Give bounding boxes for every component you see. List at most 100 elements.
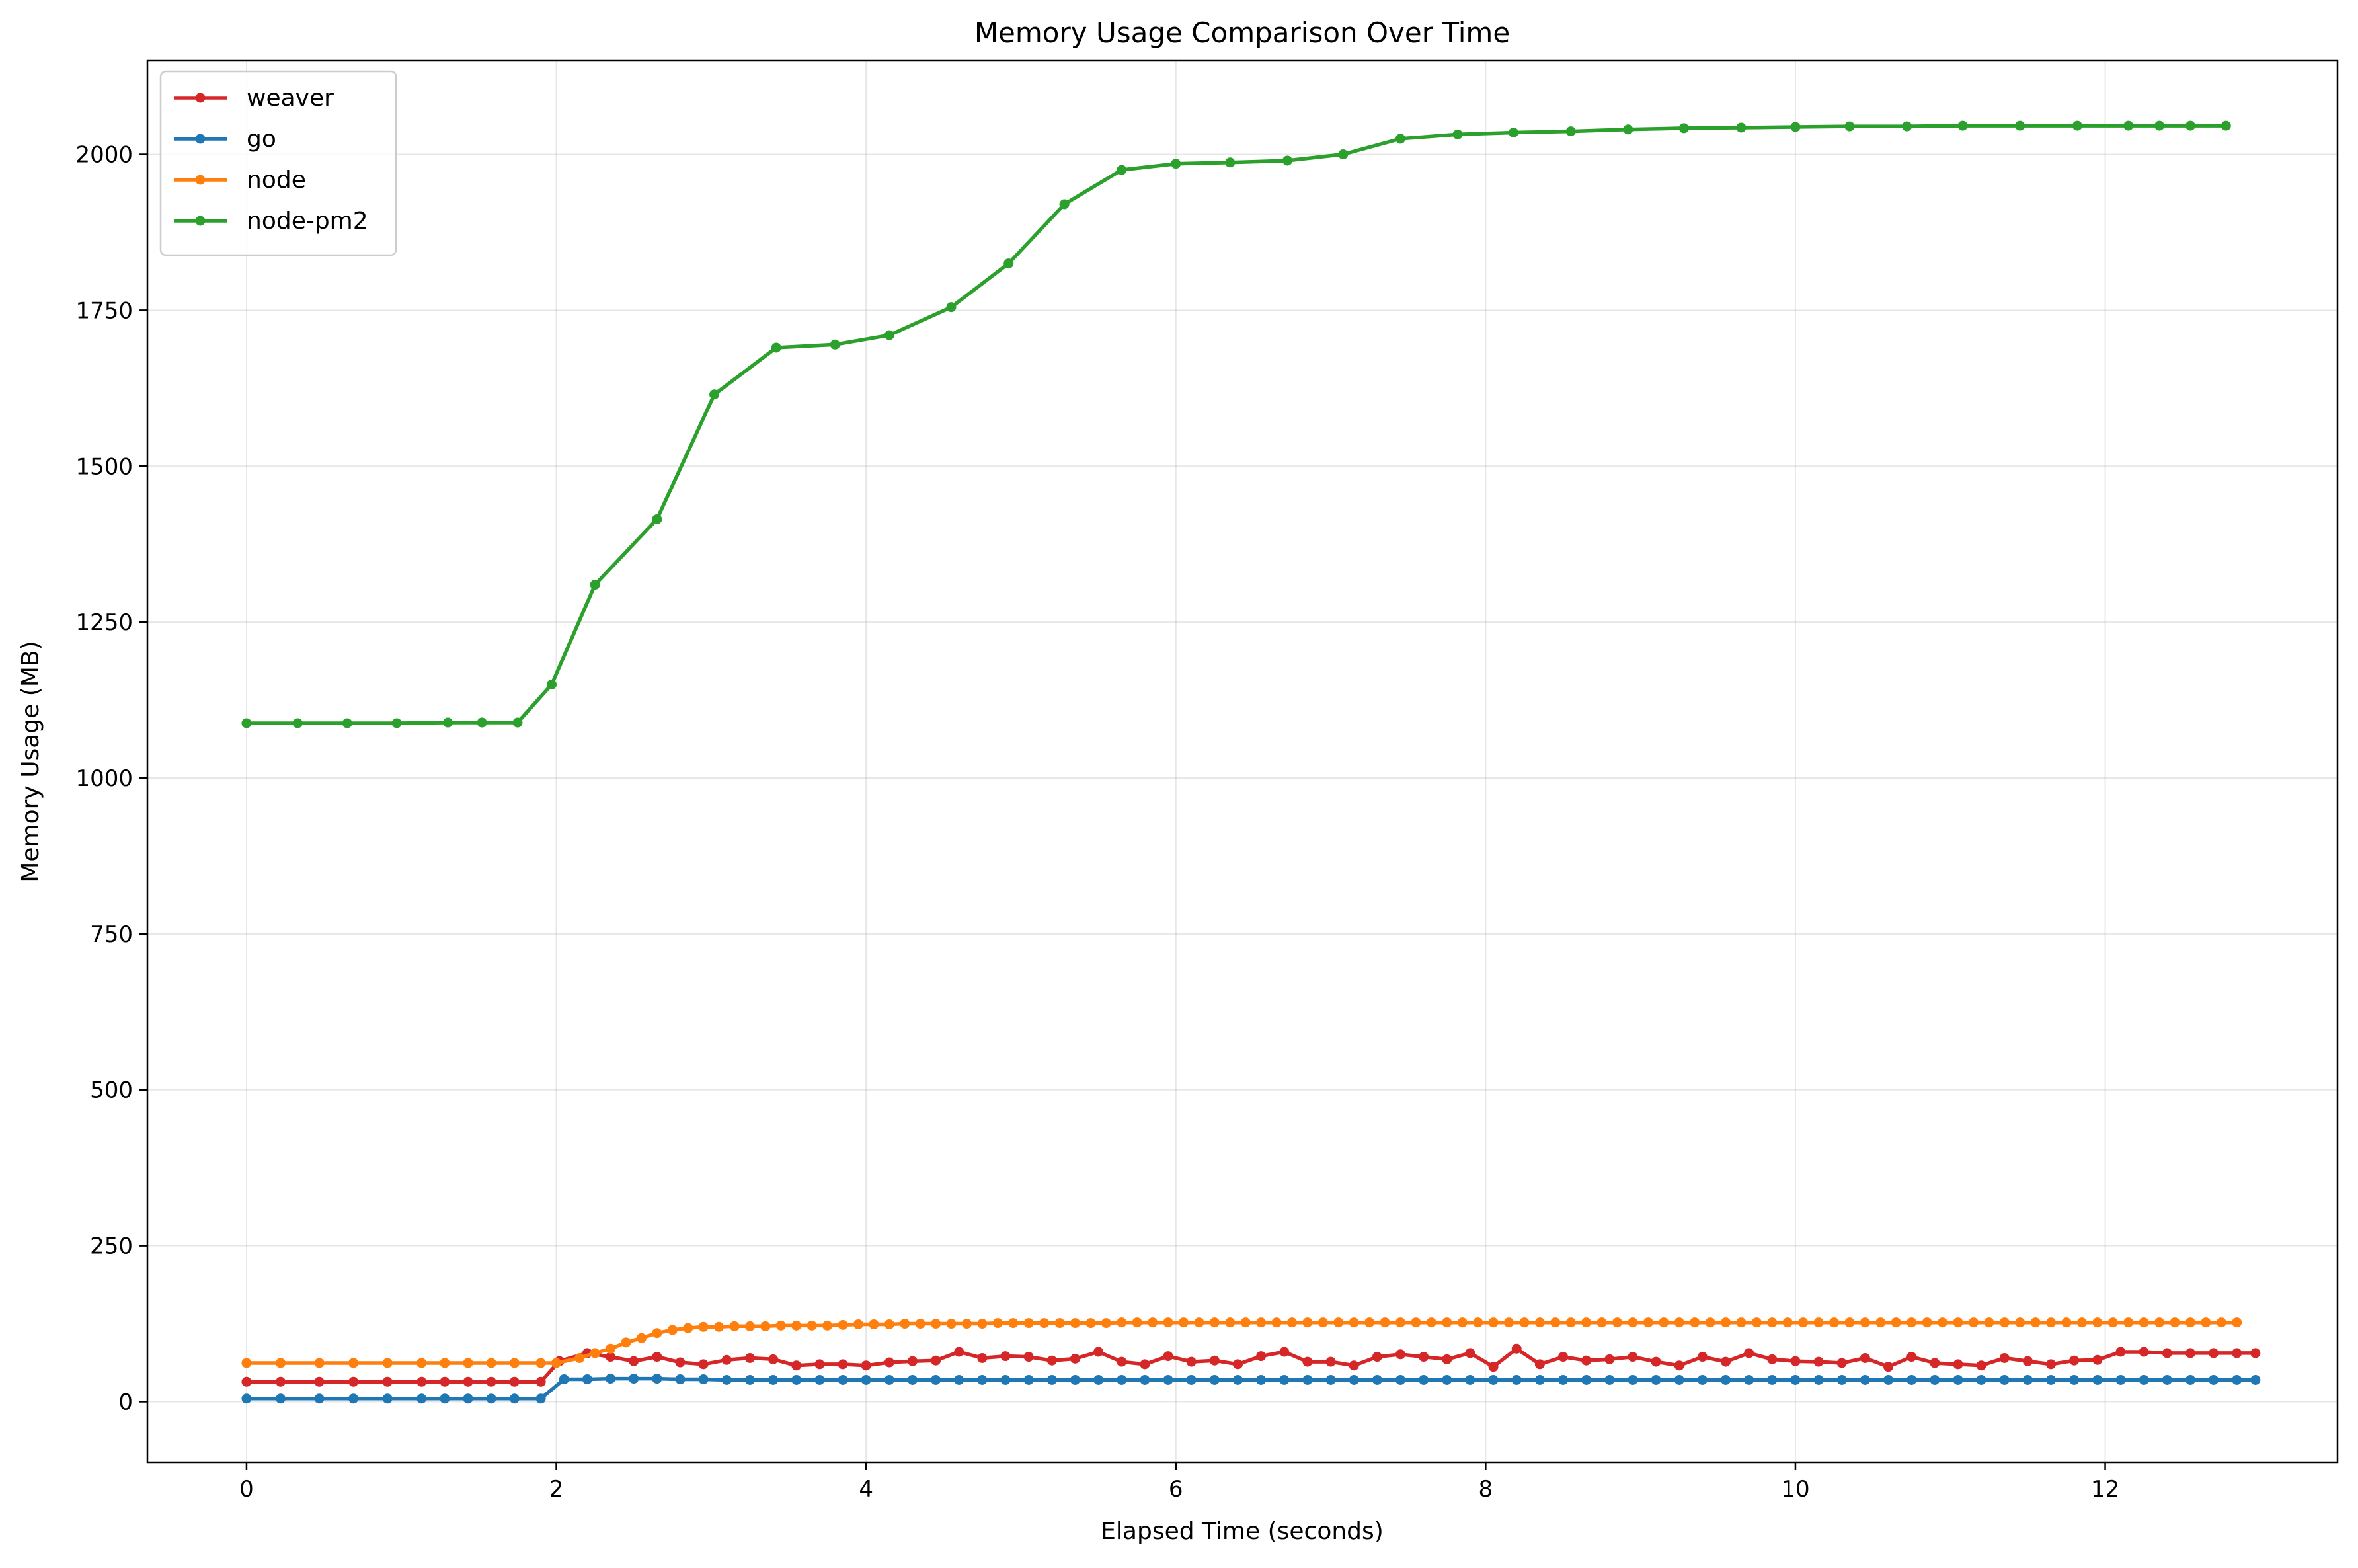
- data-point-node: [1163, 1317, 1173, 1328]
- data-point-weaver: [1674, 1360, 1684, 1371]
- data-point-weaver: [931, 1355, 941, 1366]
- data-point-node: [1302, 1317, 1313, 1328]
- data-point-go: [954, 1374, 964, 1385]
- data-point-node: [1519, 1317, 1530, 1328]
- data-point-weaver: [1232, 1359, 1243, 1370]
- data-point-weaver: [314, 1376, 325, 1387]
- data-point-node-pm2: [1736, 122, 1747, 133]
- plot-area-background: [147, 61, 2338, 1462]
- data-point-weaver: [1140, 1359, 1150, 1370]
- data-point-weaver: [652, 1352, 662, 1362]
- data-point-node: [1395, 1317, 1405, 1328]
- data-point-go: [1953, 1374, 1963, 1385]
- data-point-node: [1070, 1318, 1080, 1329]
- data-point-go: [1651, 1374, 1661, 1385]
- data-point-node: [1132, 1317, 1142, 1328]
- data-point-go: [1767, 1374, 1778, 1385]
- data-point-node-pm2: [2015, 120, 2025, 131]
- data-point-go: [1372, 1374, 1382, 1385]
- data-point-weaver: [1697, 1352, 1708, 1362]
- data-point-node: [440, 1358, 450, 1368]
- data-point-node: [2046, 1317, 2057, 1328]
- data-point-node: [775, 1320, 786, 1331]
- data-point-weaver: [675, 1357, 686, 1368]
- data-point-node: [667, 1325, 678, 1335]
- data-point-go: [2209, 1374, 2219, 1385]
- data-point-go: [1023, 1374, 1034, 1385]
- x-tick-label: 8: [1479, 1476, 1493, 1503]
- y-tick-label: 1250: [75, 609, 133, 636]
- data-point-weaver: [2232, 1348, 2242, 1358]
- data-point-go: [2022, 1374, 2033, 1385]
- data-point-weaver: [382, 1376, 393, 1387]
- chart-title: Memory Usage Comparison Over Time: [974, 17, 1510, 49]
- data-point-go: [1442, 1374, 1452, 1385]
- data-point-node-pm2: [1282, 155, 1292, 166]
- data-point-weaver: [1023, 1352, 1034, 1362]
- data-point-go: [861, 1374, 871, 1385]
- data-point-weaver: [1465, 1348, 1475, 1358]
- data-point-node: [1503, 1317, 1514, 1328]
- data-point-node: [1286, 1317, 1297, 1328]
- data-point-node-pm2: [771, 342, 781, 353]
- data-point-node-pm2: [830, 339, 840, 350]
- data-point-weaver: [1302, 1356, 1313, 1367]
- y-tick-label: 1000: [75, 765, 133, 792]
- data-point-go: [1046, 1374, 1057, 1385]
- data-point-weaver: [1581, 1355, 1592, 1366]
- data-point-weaver: [1419, 1352, 1429, 1362]
- legend-label: weaver: [247, 85, 334, 112]
- data-point-go: [606, 1374, 616, 1384]
- data-point-go: [2185, 1374, 2195, 1385]
- data-point-weaver: [838, 1359, 848, 1370]
- data-point-node-pm2: [1003, 258, 1014, 269]
- data-point-node: [698, 1321, 709, 1332]
- data-point-weaver: [486, 1376, 496, 1387]
- data-point-go: [652, 1374, 662, 1384]
- series-weaver: [241, 1343, 2261, 1387]
- data-point-weaver: [509, 1376, 520, 1387]
- data-point-go: [1930, 1374, 1940, 1385]
- data-point-node: [1891, 1317, 1901, 1328]
- data-point-weaver: [2115, 1347, 2126, 1357]
- data-point-go: [2232, 1374, 2242, 1385]
- data-point-go: [1325, 1374, 1336, 1385]
- data-point-node: [1488, 1317, 1499, 1328]
- axis-ticks: 0 2 4 6 8 10 12 0 250 500 750 1000 1250 1500 1750 2000: [75, 142, 2119, 1503]
- data-point-go: [1070, 1374, 1080, 1385]
- data-point-node: [2107, 1317, 2118, 1328]
- data-point-node: [2154, 1317, 2165, 1328]
- data-point-weaver: [1349, 1360, 1359, 1371]
- data-point-node: [900, 1319, 910, 1329]
- data-point-node: [884, 1319, 894, 1329]
- data-point-node: [1550, 1317, 1561, 1328]
- data-point-node: [1534, 1317, 1545, 1328]
- data-point-node: [1442, 1317, 1452, 1328]
- data-point-weaver: [1604, 1354, 1615, 1364]
- data-point-node-pm2: [1338, 149, 1349, 160]
- data-point-node: [551, 1358, 562, 1368]
- data-point-go: [2069, 1374, 2080, 1385]
- data-point-go: [463, 1393, 473, 1404]
- data-point-node: [1984, 1317, 1994, 1328]
- data-point-node: [992, 1318, 1003, 1329]
- data-point-node: [1349, 1317, 1359, 1328]
- data-point-go: [1674, 1374, 1684, 1385]
- data-point-node-pm2: [1225, 157, 1236, 168]
- data-point-weaver: [2185, 1348, 2195, 1358]
- data-point-weaver: [1860, 1352, 1870, 1363]
- x-tick-label: 6: [1169, 1476, 1183, 1503]
- y-tick-label: 750: [90, 921, 133, 948]
- data-point-node: [1968, 1317, 1979, 1328]
- legend: weaver go node node-pm2: [159, 70, 397, 256]
- data-point-node: [1426, 1317, 1436, 1328]
- data-point-go: [1186, 1374, 1197, 1385]
- data-point-weaver: [1209, 1355, 1220, 1366]
- data-point-go: [1744, 1374, 1754, 1385]
- y-tick-label: 1750: [75, 297, 133, 324]
- data-point-node: [1875, 1317, 1886, 1328]
- data-point-node: [1736, 1317, 1747, 1328]
- data-point-node: [1674, 1317, 1684, 1328]
- data-point-go: [814, 1374, 825, 1385]
